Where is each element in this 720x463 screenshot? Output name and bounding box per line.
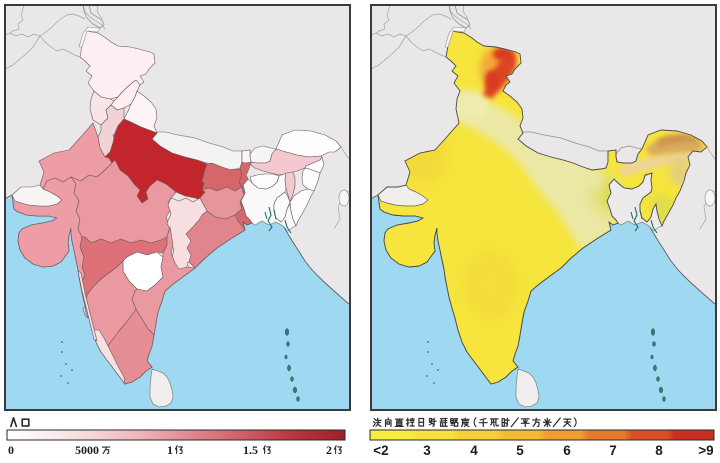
svg-text:6: 6 (563, 443, 571, 458)
svg-text:7: 7 (609, 443, 617, 458)
svg-text:1.5: 1.5 (243, 443, 258, 457)
svg-text:5000: 5000 (75, 443, 99, 457)
svg-text:5: 5 (516, 443, 524, 458)
svg-text:<2: <2 (373, 443, 388, 458)
svg-text:0: 0 (8, 443, 14, 457)
svg-text:4: 4 (470, 443, 478, 458)
svg-text:3: 3 (423, 443, 431, 458)
svg-text:1: 1 (167, 443, 173, 457)
svg-text:8: 8 (655, 443, 663, 458)
svg-text:2: 2 (326, 443, 332, 457)
svg-text:>9: >9 (698, 443, 713, 458)
